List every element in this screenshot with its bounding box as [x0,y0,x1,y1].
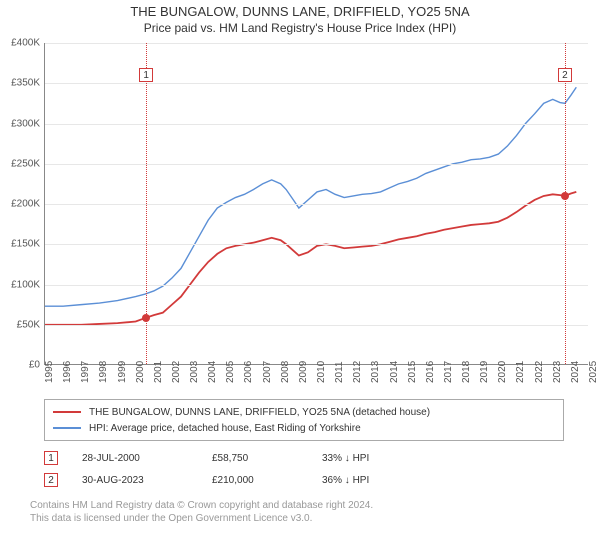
footer-line-1: Contains HM Land Registry data © Crown c… [30,499,580,512]
x-tick-label: 2004 [207,361,218,383]
y-tick-label: £400K [0,38,40,49]
x-tick-label: 2009 [298,361,309,383]
legend-row-hpi: HPI: Average price, detached house, East… [53,420,555,436]
y-tick-label: £100K [0,279,40,290]
x-tick-label: 2003 [189,361,200,383]
gridline [45,124,588,125]
x-tick-label: 2005 [225,361,236,383]
x-tick-label: 2019 [479,361,490,383]
sale-marker-dot-1 [142,314,150,322]
sale-diff-2: 36% ↓ HPI [322,475,369,486]
gridline [45,325,588,326]
x-tick-label: 2020 [497,361,508,383]
gridline [45,285,588,286]
sale-marker-1: 1 [44,451,58,465]
x-tick-label: 2025 [588,361,599,383]
chart-subtitle: Price paid vs. HM Land Registry's House … [0,21,600,35]
gridline [45,164,588,165]
sale-marker-box-2: 2 [558,68,572,82]
x-tick-label: 2018 [461,361,472,383]
sale-vline-2 [565,43,566,364]
x-tick-label: 2016 [425,361,436,383]
x-tick-label: 2022 [534,361,545,383]
x-tick-label: 2008 [280,361,291,383]
series-hpi [45,87,576,306]
footer-attribution: Contains HM Land Registry data © Crown c… [30,499,580,525]
footer-line-2: This data is licensed under the Open Gov… [30,512,580,525]
chart-area: 12 £0£50K£100K£150K£200K£250K£300K£350K£… [44,43,588,393]
legend-row-price-paid: THE BUNGALOW, DUNNS LANE, DRIFFIELD, YO2… [53,404,555,420]
sale-row-2: 2 30-AUG-2023 £210,000 36% ↓ HPI [44,469,564,491]
x-tick-label: 2023 [552,361,563,383]
x-tick-label: 2024 [570,361,581,383]
gridline [45,43,588,44]
x-tick-label: 1997 [80,361,91,383]
sale-date-1: 28-JUL-2000 [82,453,212,464]
gridline [45,244,588,245]
chart-title: THE BUNGALOW, DUNNS LANE, DRIFFIELD, YO2… [0,4,600,19]
x-tick-label: 1999 [117,361,128,383]
plot-region: 12 [44,43,588,365]
sale-date-2: 30-AUG-2023 [82,475,212,486]
y-tick-label: £200K [0,199,40,210]
y-tick-label: £50K [0,319,40,330]
sale-marker-dot-2 [561,192,569,200]
legend-swatch-red [53,411,81,413]
legend-label-hpi: HPI: Average price, detached house, East… [89,423,361,434]
y-tick-label: £250K [0,158,40,169]
sale-price-2: £210,000 [212,475,322,486]
x-tick-label: 1995 [44,361,55,383]
gridline [45,83,588,84]
sale-row-1: 1 28-JUL-2000 £58,750 33% ↓ HPI [44,447,564,469]
x-tick-label: 2010 [316,361,327,383]
legend-box: THE BUNGALOW, DUNNS LANE, DRIFFIELD, YO2… [44,399,564,441]
sale-diff-1: 33% ↓ HPI [322,453,369,464]
sale-marker-2: 2 [44,473,58,487]
x-tick-label: 2017 [443,361,454,383]
x-tick-label: 2011 [334,361,345,383]
x-tick-label: 2001 [153,361,164,383]
x-tick-label: 2006 [243,361,254,383]
gridline [45,204,588,205]
sales-table: 1 28-JUL-2000 £58,750 33% ↓ HPI 2 30-AUG… [44,447,564,491]
y-tick-label: £150K [0,239,40,250]
x-tick-label: 2000 [135,361,146,383]
x-tick-label: 2013 [370,361,381,383]
series-price_paid [45,192,576,325]
x-tick-label: 2002 [171,361,182,383]
legend-swatch-blue [53,427,81,429]
y-tick-label: £300K [0,118,40,129]
sale-marker-box-1: 1 [139,68,153,82]
y-tick-label: £0 [0,360,40,371]
x-tick-label: 1998 [98,361,109,383]
x-tick-label: 2014 [389,361,400,383]
sale-price-1: £58,750 [212,453,322,464]
legend-label-price-paid: THE BUNGALOW, DUNNS LANE, DRIFFIELD, YO2… [89,407,430,418]
y-tick-label: £350K [0,78,40,89]
x-tick-label: 2021 [515,361,526,383]
x-tick-label: 2007 [262,361,273,383]
x-tick-label: 2012 [352,361,363,383]
x-tick-label: 2015 [407,361,418,383]
x-tick-label: 1996 [62,361,73,383]
chart-header: THE BUNGALOW, DUNNS LANE, DRIFFIELD, YO2… [0,0,600,37]
